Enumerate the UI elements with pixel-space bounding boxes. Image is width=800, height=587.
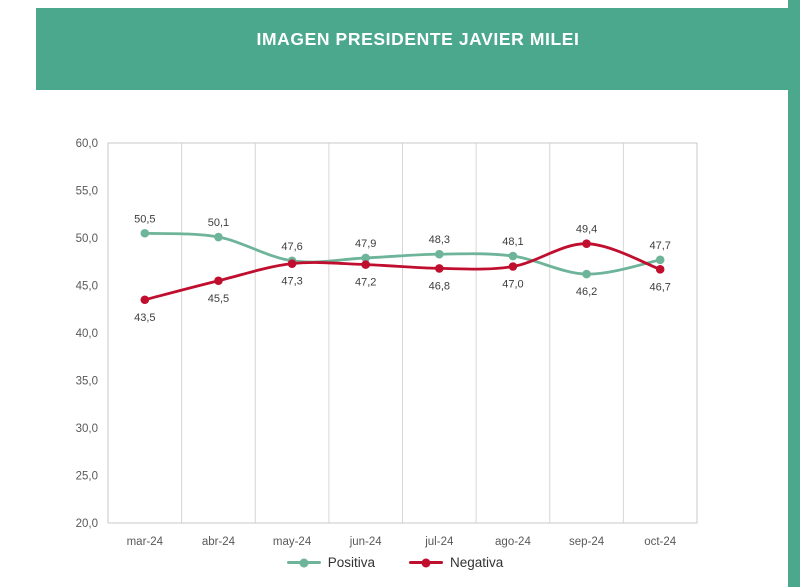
y-axis-tick-label: 60,0 xyxy=(76,138,98,150)
x-axis-tick-labels: mar-24 abr-24 may-24 jun-24 jul-24 ago-24 sep-… xyxy=(127,536,677,548)
header-banner: IMAGEN PRESIDENTE JAVIER MILEI xyxy=(36,8,800,90)
positiva-marker xyxy=(435,249,444,259)
y-axis-tick-label: 55,0 xyxy=(76,186,98,198)
positiva-line-marker-icon xyxy=(286,558,321,567)
positiva-marker xyxy=(214,232,223,242)
x-axis-tick-label: mar-24 xyxy=(127,536,164,548)
series-positiva: 50,5 50,1 47,6 47,9 48,3 48,1 46,2 47,7 xyxy=(134,213,671,298)
y-axis-tick-label: 45,0 xyxy=(76,281,98,293)
positiva-dot-icon xyxy=(299,558,309,567)
positiva-data-label: 47,7 xyxy=(649,240,670,252)
positiva-data-label: 47,9 xyxy=(355,238,376,250)
positiva-data-label: 50,5 xyxy=(134,213,155,225)
negativa-marker xyxy=(508,262,518,271)
right-accent-strip xyxy=(788,0,800,587)
negativa-data-label: 47,0 xyxy=(502,279,523,291)
positiva-data-label: 47,6 xyxy=(281,241,302,253)
negativa-marker xyxy=(140,295,150,305)
negativa-dot-icon xyxy=(421,558,431,567)
positiva-marker xyxy=(361,253,370,263)
negativa-data-label: 47,3 xyxy=(281,276,302,288)
positiva-marker xyxy=(508,251,518,261)
negativa-marker xyxy=(435,264,444,273)
y-axis-tick-label: 35,0 xyxy=(76,376,98,388)
plot-border xyxy=(107,142,698,524)
negativa-data-label: 45,5 xyxy=(208,293,229,305)
y-axis-tick-labels: 20,0 25,0 30,0 35,0 40,0 45,0 50,0 55,0 60,0 xyxy=(76,138,98,530)
negativa-data-label: 47,2 xyxy=(355,277,376,289)
x-axis-tick-label: jul-24 xyxy=(424,536,454,548)
y-axis-tick-label: 30,0 xyxy=(76,423,98,435)
negativa-line-marker-icon xyxy=(408,558,443,567)
y-axis-tick-label: 20,0 xyxy=(76,518,98,530)
positiva-data-label: 48,1 xyxy=(502,236,523,248)
positiva-data-label: 48,3 xyxy=(429,234,450,246)
negativa-data-label: 46,8 xyxy=(429,280,450,292)
negativa-line xyxy=(143,242,662,302)
negativa-data-label: 46,7 xyxy=(649,281,670,293)
x-axis-tick-label: ago-24 xyxy=(495,536,531,548)
y-axis-tick-label: 25,0 xyxy=(76,471,98,483)
negativa-data-label: 43,5 xyxy=(134,312,155,324)
page-title: IMAGEN PRESIDENTE JAVIER MILEI xyxy=(256,29,580,49)
line-chart: 20,0 25,0 30,0 35,0 40,0 45,0 50,0 55,0 60,0 mar-… xyxy=(40,125,730,557)
legend-item-negativa: Negativa xyxy=(408,555,504,570)
positiva-data-label: 50,1 xyxy=(208,217,229,229)
x-axis-tick-label: sep-24 xyxy=(569,536,605,548)
positiva-marker xyxy=(582,269,591,279)
legend-item-positiva: Positiva xyxy=(286,555,375,570)
positiva-data-label: 46,2 xyxy=(576,286,597,298)
legend-label-positiva: Positiva xyxy=(327,555,375,570)
chart-legend: Positiva Negativa xyxy=(0,555,790,570)
y-axis-tick-label: 40,0 xyxy=(76,328,98,340)
positiva-marker xyxy=(655,255,665,265)
legend-label-negativa: Negativa xyxy=(449,555,504,570)
positiva-marker xyxy=(140,228,150,238)
series-negativa: 43,5 45,5 47,3 47,2 46,8 47,0 49,4 46,7 xyxy=(134,224,671,324)
chart-svg: 20,0 25,0 30,0 35,0 40,0 45,0 50,0 55,0 60,0 mar-… xyxy=(76,138,698,548)
negativa-marker xyxy=(361,260,370,269)
gridlines xyxy=(107,143,698,523)
y-axis-tick-label: 50,0 xyxy=(76,233,98,245)
positiva-line xyxy=(143,231,662,276)
x-axis-tick-label: oct-24 xyxy=(644,536,677,548)
negativa-marker xyxy=(214,276,223,286)
x-axis-tick-label: abr-24 xyxy=(202,536,236,548)
negativa-marker xyxy=(655,265,665,274)
x-axis-tick-label: jun-24 xyxy=(349,536,383,548)
negativa-marker xyxy=(287,259,297,268)
negativa-marker xyxy=(582,239,591,248)
x-axis-tick-label: may-24 xyxy=(273,536,312,548)
negativa-data-label: 49,4 xyxy=(576,224,597,236)
